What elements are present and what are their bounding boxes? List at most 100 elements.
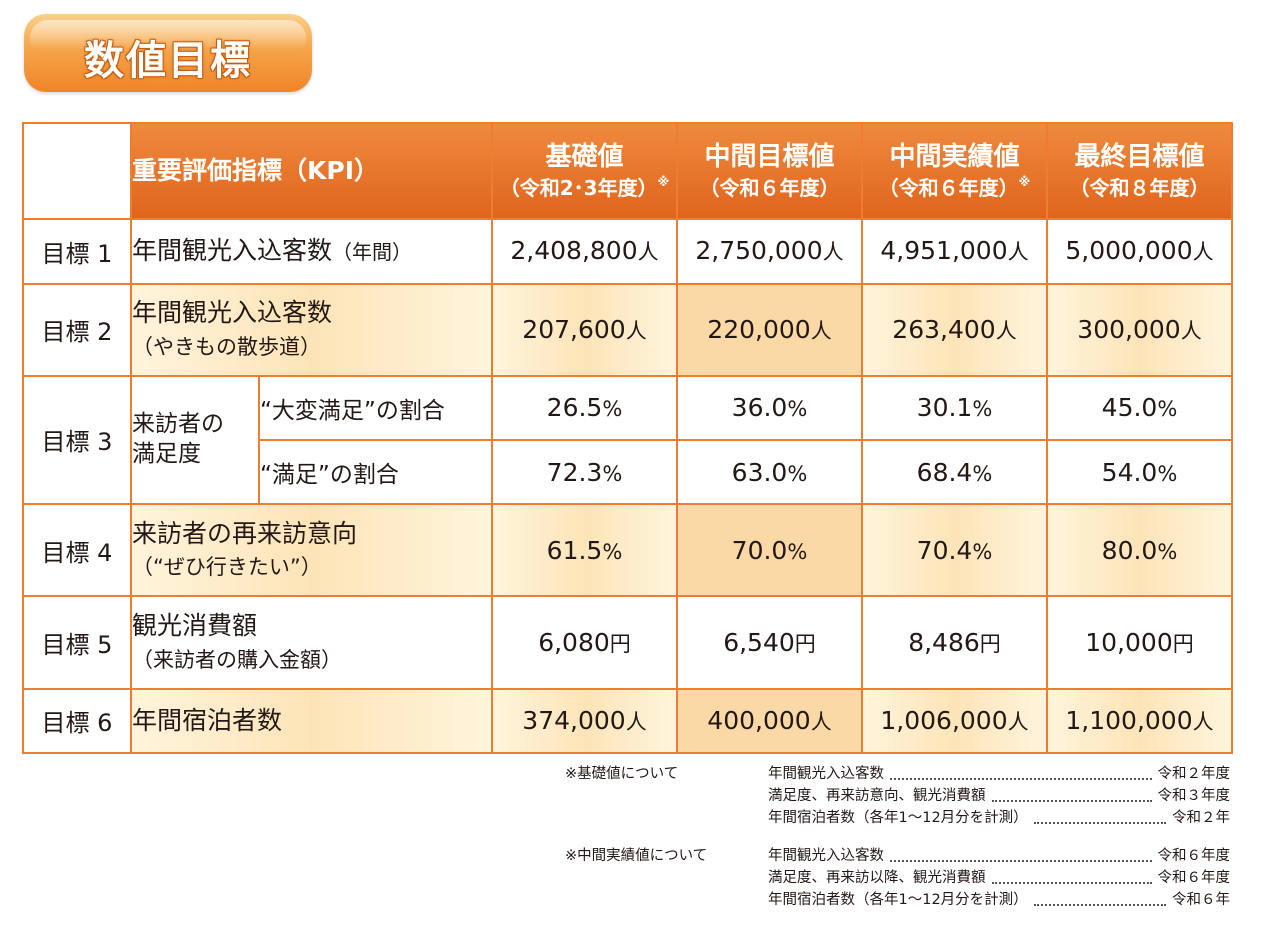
value-number: 8,486 [908,627,980,657]
metric-note: （“ぜひ行きたい”） [132,555,322,580]
value-unit: 人 [995,318,1017,343]
value-unit: 人 [810,318,832,343]
value-number: 63.0 [731,457,788,487]
value-mid-target: 63.0% [676,438,863,506]
header-col-mid-actual-period: （令和６年度）※ [863,175,1046,201]
metric-name: 年間観光入込客数 [132,236,333,266]
value-number: 2,408,800 [510,236,638,266]
value-unit: % [787,461,808,486]
value-mid-target: 220,000人 [676,282,863,377]
value-number: 68.4 [916,457,973,487]
value-unit: 人 [1007,240,1029,265]
value-number: 5,000,000 [1065,236,1193,266]
metric-name: 年間観光入込客数 [132,298,333,328]
value-number: 72.3 [546,457,603,487]
value-number: 2,750,000 [695,236,823,266]
note-base: ※基礎値について 年間観光入込客数 令和２年度 満足度、再来訪意向、観光消費額 令和… [565,764,1235,834]
value-number: 10,000 [1085,627,1173,657]
note-year: 令和６年度 [1157,848,1231,864]
header-col-mid-target-title: 中間目標値 [704,142,835,173]
value-number: 220,000 [707,314,811,344]
section-title: 数値目標 [84,38,252,84]
goal-label: 目標 5 [22,595,132,690]
metric-cell: 来訪者の再来訪意向 （“ぜひ行きたい”） [130,503,493,598]
note-label: 年間宿泊者数（各年1～12月分を計測） [768,810,1028,826]
value-unit: 円 [1172,631,1194,656]
value-number: 400,000 [707,705,811,735]
header-col-mid-actual: 中間実績値 （令和６年度）※ [861,121,1048,221]
value-mid-actual: 4,951,000人 [861,218,1048,285]
metric-name: 観光消費額 [132,611,258,641]
value-unit: 人 [822,240,844,265]
goal-label: 目標 3 [22,374,132,506]
value-number: 374,000 [522,705,626,735]
value-base: 6,080円 [491,595,678,690]
value-unit: 人 [1192,240,1214,265]
value-mid-target: 36.0% [676,374,863,441]
leader-dots [1033,821,1166,824]
value-unit: % [1157,461,1178,486]
value-number: 54.0 [1101,457,1158,487]
metric-note: （来訪者の購入金額） [132,647,342,672]
note-line: 満足度、再来訪意向、観光消費額 令和３年度 [768,786,1230,807]
value-number: 30.1 [916,393,973,423]
goal-label: 目標 2 [22,282,132,377]
value-number: 61.5 [546,535,603,565]
header-col-base-period-text: （令和2･3年度） [499,176,658,201]
goal-label: 目標 4 [22,503,132,598]
value-unit: % [602,539,623,564]
header-col-mid-actual-period-text: （令和６年度） [878,176,1019,201]
leader-dots [1033,903,1166,906]
value-mid-actual: 8,486円 [861,595,1048,690]
header-col-mid-actual-title: 中間実績値 [889,142,1020,173]
header-col-base-period: （令和2･3年度）※ [493,175,676,201]
value-base: 26.5% [491,374,678,441]
metric-note: （やきもの散歩道） [132,334,321,359]
value-number: 300,000 [1077,314,1181,344]
header-row: 重要評価指標（KPI） 基礎値 （令和2･3年度）※ 中間目標値 （令和６年度） 中… [22,121,1233,221]
value-number: 1,100,000 [1065,705,1193,735]
note-year: 令和６年 [1172,892,1230,908]
leader-dots [991,799,1152,802]
value-mid-actual: 68.4% [861,438,1048,506]
metric-cell: 年間観光入込客数（年間） [130,218,493,285]
goal-row-3b: “満足”の割合 72.3% 63.0% 68.4% 54.0% [23,438,1233,506]
value-unit: 人 [810,709,832,734]
metric-group-line2: 満足度 [132,440,201,467]
goal-row-1: 目標 1 年間観光入込客数（年間） 2,408,800人 2,750,000人 … [22,218,1233,285]
value-unit: % [787,539,808,564]
metric-cell: 年間宿泊者数 [130,687,493,755]
value-mid-actual: 263,400人 [861,282,1048,377]
leader-dots [890,777,1152,780]
header-col-base: 基礎値 （令和2･3年度）※ [491,121,678,221]
value-final: 80.0% [1046,503,1233,598]
note-year: 令和６年度 [1157,870,1231,886]
header-col-base-mark: ※ [657,175,670,190]
metric-name: 来訪者の再来訪意向 [132,518,358,548]
note-mid-actual: ※中間実績値について 年間観光入込客数 令和６年度 満足度、再来訪以降、観光消費額… [565,846,1235,916]
header-col-mid-target-period: （令和６年度） [699,176,840,201]
header-col-final-title: 最終目標値 [1074,142,1205,173]
header-col-base-title: 基礎値 [545,142,624,173]
value-base: 2,408,800人 [491,218,678,285]
value-unit: % [972,539,993,564]
goal-row-6: 目標 6 年間宿泊者数 374,000人 400,000人 1,006,000人… [22,687,1233,755]
value-mid-target: 6,540円 [676,595,863,690]
leader-dots [890,859,1152,862]
metric-note: （年間） [332,240,413,265]
value-number: 45.0 [1101,393,1158,423]
value-unit: % [1157,397,1178,422]
note-line: 年間観光入込客数 令和２年度 [768,764,1230,785]
note-label: 満足度、再来訪意向、観光消費額 [768,788,986,804]
metric-name: 年間宿泊者数 [132,705,283,735]
value-base: 72.3% [491,438,678,506]
value-number: 70.4 [916,535,973,565]
value-unit: % [1157,539,1178,564]
value-unit: 人 [1192,709,1214,734]
value-number: 263,400 [892,314,996,344]
metric-cell: 観光消費額 （来訪者の購入金額） [130,595,493,690]
goal-row-5: 目標 5 観光消費額 （来訪者の購入金額） 6,080円 6,540円 8,486… [22,595,1233,690]
value-unit: 円 [794,631,816,656]
value-unit: % [602,461,623,486]
value-base: 207,600人 [491,282,678,377]
